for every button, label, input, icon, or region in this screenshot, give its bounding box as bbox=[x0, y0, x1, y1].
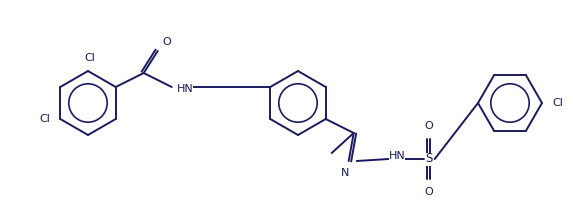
Text: O: O bbox=[163, 37, 171, 47]
Text: Cl: Cl bbox=[85, 53, 95, 63]
Text: HN: HN bbox=[177, 84, 194, 94]
Text: HN: HN bbox=[388, 151, 405, 161]
Text: Cl: Cl bbox=[552, 98, 563, 108]
Text: O: O bbox=[424, 121, 433, 131]
Text: S: S bbox=[425, 152, 432, 166]
Text: N: N bbox=[340, 168, 349, 178]
Text: O: O bbox=[424, 187, 433, 197]
Text: Cl: Cl bbox=[39, 114, 50, 124]
